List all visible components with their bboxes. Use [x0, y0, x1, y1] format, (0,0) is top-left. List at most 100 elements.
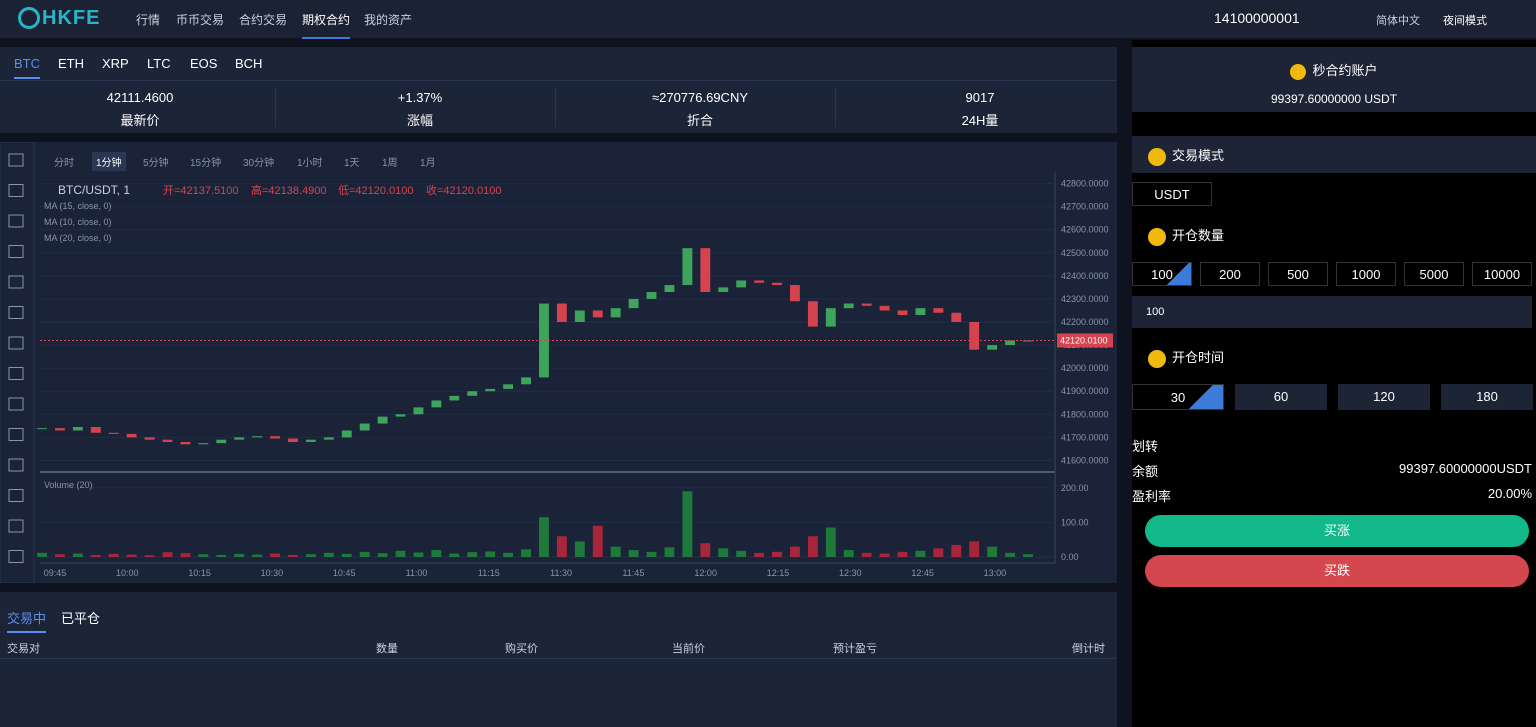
candle [377, 416, 388, 424]
amount-button[interactable]: 100 [1132, 262, 1192, 286]
rate-label: 盈利率 [1132, 489, 1172, 504]
amount-button[interactable]: 200 [1200, 262, 1260, 286]
candle [521, 377, 531, 385]
nav-item[interactable]: 期权合约 [302, 11, 351, 39]
interval[interactable]: 30分钟 [243, 158, 275, 169]
volume-bar [807, 536, 818, 557]
volume-bar [449, 553, 460, 557]
coin-tab[interactable]: BTC [14, 56, 40, 79]
interval[interactable]: 1分钟 [92, 152, 126, 171]
volume-bar [377, 553, 388, 557]
interval[interactable]: 1周 [382, 158, 398, 169]
volume-bar [1005, 552, 1016, 557]
candle [54, 428, 65, 431]
candle [72, 427, 83, 431]
coin-tab[interactable]: EOS [190, 56, 218, 71]
coin-tab[interactable]: XRP [102, 56, 129, 71]
time-button[interactable]: 30 [1132, 384, 1224, 410]
account-title: 秒合约账户 [1132, 60, 1536, 80]
nav-item[interactable]: 币币交易 [176, 13, 225, 27]
logo[interactable]: HKFE [42, 7, 101, 29]
balance: 99397.60000000USDT [1399, 461, 1532, 476]
y-tick-label: 42500.0000 [1061, 248, 1109, 258]
x-tick-label: 10:00 [116, 568, 139, 578]
volume-bar [108, 553, 119, 557]
buy-down-button[interactable]: 买跌 [1145, 555, 1529, 587]
candle [198, 443, 209, 445]
account-title-text: 秒合约账户 [1312, 63, 1378, 78]
coin-tab[interactable]: BCH [235, 56, 263, 71]
x-tick-label: 10:15 [188, 568, 211, 578]
volume-bar [861, 552, 872, 557]
ohlc-label: 高=42138.4900 [251, 183, 327, 197]
candle [879, 305, 890, 311]
amount-button[interactable]: 1000 [1336, 262, 1396, 286]
nav-item[interactable]: 行情 [136, 13, 161, 27]
coin-tab[interactable]: LTC [147, 56, 171, 71]
language[interactable]: 简体中文 [1376, 15, 1420, 27]
interval[interactable]: 5分钟 [143, 158, 169, 169]
interval[interactable]: 1天 [344, 158, 360, 169]
amount-button[interactable]: 500 [1268, 262, 1328, 286]
interval[interactable]: 分时 [54, 158, 74, 169]
candle [825, 308, 836, 327]
amount-button[interactable]: 5000 [1404, 262, 1464, 286]
candle [790, 285, 800, 302]
ma-label: MA (20, close, 0) [44, 233, 112, 243]
amount-input[interactable]: 100 [1132, 296, 1532, 328]
account[interactable]: 14100000001 [1214, 10, 1300, 26]
candle [1023, 340, 1033, 342]
volume-bar [90, 554, 101, 557]
candle [503, 384, 514, 389]
candle [646, 292, 657, 299]
amount-button[interactable]: 10000 [1472, 262, 1532, 286]
transfer[interactable]: 划转 [1132, 439, 1159, 454]
amount-title-text: 开仓数量 [1172, 228, 1225, 243]
candle [933, 308, 944, 313]
order-tab[interactable]: 交易中 [7, 608, 47, 633]
candle [592, 310, 603, 318]
candle [162, 439, 173, 442]
coin-tab[interactable]: ETH [58, 56, 84, 71]
ohlc-label: 开=42137.5100 [163, 185, 239, 197]
tool-icon [8, 153, 24, 167]
buy-up-button[interactable]: 买涨 [1145, 515, 1529, 547]
candle [359, 423, 370, 431]
interval[interactable]: 1小时 [297, 158, 323, 169]
volume-bar [628, 550, 639, 557]
mode-title: 交易模式 [1148, 145, 1224, 166]
volume-bar [144, 555, 155, 557]
time-button[interactable]: 120 [1338, 384, 1430, 410]
order-column: 交易对 [7, 643, 40, 655]
candle [915, 308, 926, 316]
volume-bar [610, 546, 621, 557]
time-button[interactable]: 60 [1235, 384, 1327, 410]
interval[interactable]: 1月 [420, 158, 436, 169]
volume-bar [359, 551, 370, 557]
time-button[interactable]: 180 [1441, 384, 1533, 410]
tool-icon [8, 550, 24, 563]
stat-value: ≈270776.69CNY [651, 90, 749, 105]
candle [270, 436, 280, 439]
theme[interactable]: 夜间模式 [1443, 15, 1487, 27]
volume-bar [915, 550, 926, 557]
candle [754, 280, 765, 283]
volume-bar [772, 551, 782, 557]
balance-label: 余额 [1132, 464, 1159, 479]
nav-item[interactable]: 我的资产 [364, 13, 413, 27]
stat-label: 最新价 [120, 113, 160, 128]
nav-item[interactable]: 合约交易 [239, 13, 288, 27]
tool-icon [8, 428, 24, 441]
candle [305, 439, 316, 442]
candle [1005, 340, 1016, 346]
volume-bar [162, 552, 173, 557]
candle [180, 442, 191, 445]
order-tab[interactable]: 已平仓 [61, 611, 101, 626]
tool-icon [8, 397, 24, 411]
candle [664, 285, 675, 292]
y-tick-label: 41600.0000 [1061, 455, 1109, 465]
interval[interactable]: 15分钟 [190, 158, 222, 169]
mode-button[interactable]: USDT [1132, 182, 1212, 206]
volume-tick-label: 200.00 [1061, 483, 1089, 493]
volume-bar [646, 551, 657, 557]
